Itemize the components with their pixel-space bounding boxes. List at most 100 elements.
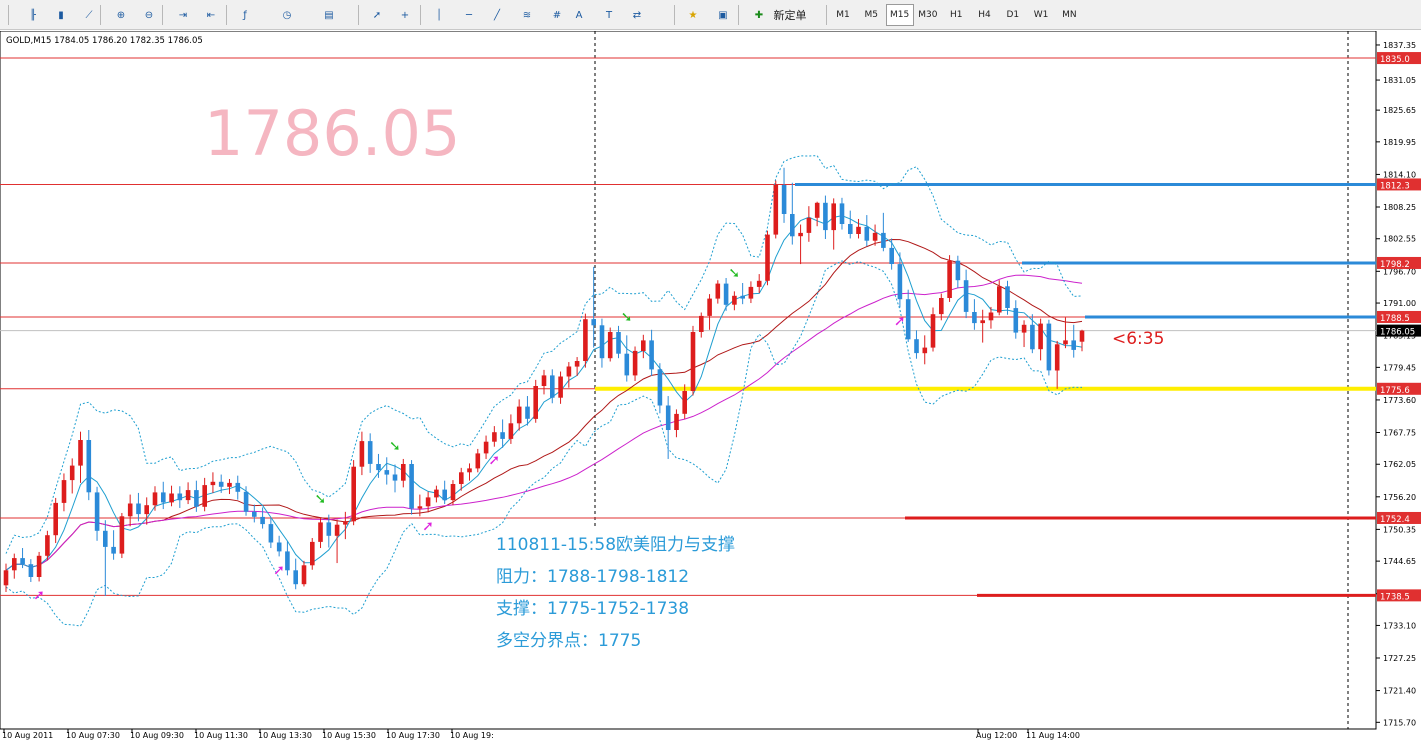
- candle: [1071, 324, 1076, 358]
- zoom-in-icon[interactable]: ⊕: [116, 9, 126, 21]
- chart-shift-icon[interactable]: ⇤: [206, 9, 216, 21]
- navigator-icon[interactable]: ▣: [718, 9, 728, 21]
- candlestick-icon[interactable]: ▮: [58, 9, 64, 21]
- timeframe-w1-button[interactable]: W1: [1033, 10, 1049, 20]
- candle: [227, 478, 232, 495]
- price-label: 1752.4: [1380, 515, 1410, 525]
- trendline-icon[interactable]: ╱: [493, 9, 501, 21]
- candle-body: [467, 468, 472, 473]
- timeframe-h1-button[interactable]: H1: [949, 10, 963, 20]
- candle-body: [359, 441, 365, 467]
- horizontal-line-icon[interactable]: ─: [465, 9, 473, 21]
- bar-chart-icon[interactable]: ╟: [29, 9, 37, 21]
- timeframe-m30-button[interactable]: M30: [918, 10, 938, 20]
- candle: [434, 485, 439, 503]
- channel-icon[interactable]: #: [552, 9, 562, 21]
- periodicity-icon[interactable]: ◷: [282, 9, 292, 21]
- timeframe-d1-button[interactable]: D1: [1006, 10, 1020, 20]
- candle-body: [616, 332, 621, 354]
- favorites-icon[interactable]: ★: [688, 9, 698, 21]
- candle-body: [914, 339, 919, 354]
- toolbar-separator: [226, 5, 227, 25]
- candle: [591, 266, 596, 348]
- candle-body: [715, 283, 721, 299]
- candle-body: [599, 325, 605, 359]
- main-toolbar: ╟ ▮ ⟋ ⊕ ⊖ ⇥ ⇤ ƒ ◷ ▤ ➚ + │ ─ ╱ ≋ # A T ⇄ ★ ▣ ✚ 新定单 M1 M5 M15 M30 H1…: [0, 0, 1421, 30]
- fibonacci-icon[interactable]: ≋: [522, 9, 532, 21]
- timeframe-mn-button[interactable]: MN: [1062, 10, 1077, 20]
- candle-body: [285, 551, 290, 571]
- price-label-bg: [1377, 511, 1421, 524]
- candle-body: [972, 312, 977, 324]
- candle: [268, 518, 274, 549]
- indicators-icon[interactable]: ƒ: [243, 9, 247, 21]
- candle-body: [127, 503, 133, 517]
- candle: [12, 553, 17, 579]
- candle-body: [516, 406, 522, 424]
- candle: [235, 475, 241, 500]
- candle-body: [566, 366, 572, 377]
- candle-body: [533, 386, 538, 419]
- candle: [508, 414, 514, 444]
- candle-body: [194, 490, 199, 507]
- text-icon[interactable]: A: [575, 9, 583, 21]
- candle-body: [806, 217, 812, 233]
- price-label: 1738.5: [1380, 592, 1410, 602]
- candle: [69, 458, 75, 494]
- candle-body: [69, 465, 75, 481]
- candle: [243, 486, 249, 516]
- candle: [583, 313, 588, 368]
- price-tick-label: 1721.40: [1383, 687, 1416, 696]
- candle: [930, 307, 936, 352]
- candle: [1038, 318, 1043, 361]
- candle: [732, 291, 737, 311]
- big-price-watermark: 1786.05: [204, 97, 460, 170]
- time-label: 10 Aug 15:30: [322, 731, 376, 740]
- candle-body: [227, 482, 232, 487]
- new-order-button[interactable]: 新定单: [773, 9, 807, 22]
- candle: [1054, 340, 1060, 389]
- price-label: 1775.6: [1380, 386, 1410, 396]
- timeframe-m15-button[interactable]: M15: [885, 4, 914, 26]
- candle: [690, 325, 696, 396]
- moving-average-line: [5, 238, 1083, 571]
- candle: [624, 335, 630, 382]
- candle: [641, 334, 646, 359]
- time-label: 10 Aug 07:30: [66, 731, 120, 740]
- timeframe-h4-button[interactable]: H4: [978, 10, 991, 20]
- auto-scroll-icon[interactable]: ⇥: [178, 9, 188, 21]
- timeframe-m1-button[interactable]: M1: [836, 10, 850, 20]
- candle-body: [103, 530, 108, 547]
- text-label-icon[interactable]: T: [605, 9, 613, 21]
- candle: [657, 363, 663, 414]
- time-label: 10 Aug 17:30: [386, 731, 440, 740]
- candle: [831, 198, 836, 250]
- candle-body: [1071, 340, 1076, 350]
- price-label-bg: [1377, 589, 1421, 602]
- templates-icon[interactable]: ▤: [324, 9, 334, 21]
- candle-body: [144, 505, 149, 515]
- candle: [550, 369, 555, 404]
- price-tick-label: 1825.65: [1383, 106, 1416, 115]
- candle: [293, 558, 298, 590]
- zoom-out-icon[interactable]: ⊖: [144, 9, 154, 21]
- arrows-icon[interactable]: ⇄: [632, 9, 642, 21]
- line-chart-icon[interactable]: ⟋: [85, 9, 93, 21]
- candle: [384, 457, 390, 485]
- crosshair-icon[interactable]: +: [400, 9, 410, 21]
- sell-signal-icon: ➘: [728, 265, 740, 281]
- chart-window[interactable]: 1786.05 GOLD,M15 1784.05 1786.20 1782.35…: [0, 30, 1421, 742]
- chart-canvas[interactable]: 1786.05 GOLD,M15 1784.05 1786.20 1782.35…: [0, 30, 1421, 742]
- vertical-line-icon[interactable]: │: [435, 9, 443, 21]
- timeframe-m5-button[interactable]: M5: [864, 10, 879, 20]
- candle-body: [814, 202, 820, 218]
- candle-body: [310, 541, 315, 566]
- candle: [500, 419, 505, 448]
- new-order-icon[interactable]: ✚: [754, 9, 764, 21]
- cursor-icon[interactable]: ➚: [372, 9, 382, 21]
- candle-body: [591, 319, 596, 326]
- candle-body: [1054, 344, 1060, 371]
- candle-body: [732, 295, 737, 305]
- candle: [897, 252, 903, 308]
- candle-body: [607, 332, 613, 359]
